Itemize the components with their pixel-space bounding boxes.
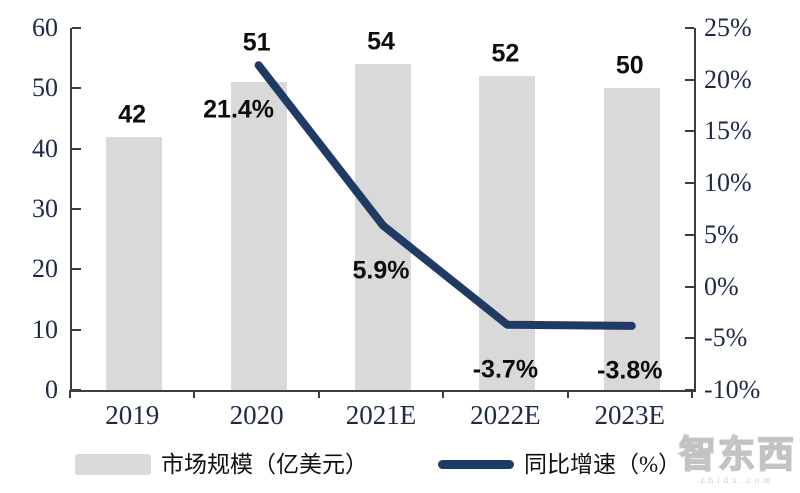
bar-value-label: 50 [615, 51, 644, 80]
line-value-label: -3.8% [597, 356, 663, 385]
right-axis-tick [685, 130, 694, 133]
legend-label-market-size: 市场规模（亿美元） [161, 452, 368, 477]
growth-line-svg [254, 61, 636, 330]
right-axis-tick-label: 0% [704, 271, 739, 301]
left-axis-tick [72, 27, 81, 29]
right-axis-tick [685, 27, 694, 29]
bar-value-label: 52 [491, 39, 520, 68]
legend: 市场规模（亿美元） 同比增速（%） [0, 449, 800, 485]
right-axis-tick [685, 389, 694, 391]
x-axis-boundary-tick [566, 390, 569, 398]
bar-2019 [106, 136, 163, 390]
bar-2023E [603, 88, 660, 390]
x-axis-label-2019: 2019 [105, 400, 160, 430]
left-axis-tick [72, 147, 81, 150]
x-axis-boundary-tick [317, 390, 320, 398]
left-axis-tick-label: 20 [32, 254, 58, 284]
legend-item-growth-rate: 同比增速（%） [438, 453, 681, 476]
line-value-label: 5.9% [352, 256, 410, 285]
left-axis-tick [72, 87, 81, 90]
left-axis-tick [72, 389, 81, 391]
x-axis-label-2023E: 2023E [594, 400, 666, 430]
line-value-label: -3.7% [472, 355, 539, 384]
right-axis-tick-label: 5% [704, 219, 739, 249]
left-axis-tick [72, 208, 81, 210]
right-axis-tick-label: 25% [704, 13, 752, 42]
x-axis-boundary-tick [193, 390, 196, 398]
x-axis-boundary-tick [442, 390, 445, 398]
left-axis-tick-label: 10 [32, 314, 58, 344]
right-axis-tick-label: 20% [704, 64, 752, 94]
growth-line [254, 61, 636, 330]
x-axis-boundary-tick [691, 390, 693, 398]
right-axis-tick-label: 10% [704, 168, 752, 198]
x-axis-label-2021E: 2021E [345, 400, 417, 430]
left-axis-tick-label: 60 [32, 13, 58, 42]
right-axis-tick-label: 15% [704, 116, 752, 146]
left-axis-tick-label: 40 [32, 133, 58, 163]
bar-value-label: 42 [118, 100, 147, 129]
right-axis-tick [685, 78, 694, 81]
right-axis-tick [685, 182, 694, 185]
line-legend-swatch [438, 460, 514, 469]
bar-2022E [479, 76, 536, 390]
left-axis-tick [72, 328, 81, 331]
left-axis-tick-label: 0 [45, 375, 58, 404]
right-axis-tick [685, 285, 694, 288]
bar-2020 [230, 82, 287, 390]
right-axis-tick-label: -10% [704, 375, 761, 404]
x-axis-label-2020: 2020 [229, 400, 284, 430]
left-axis-tick-label: 50 [32, 73, 58, 103]
right-axis-tick [685, 337, 694, 340]
legend-item-market-size: 市场规模（亿美元） [75, 453, 368, 476]
bar-value-label: 51 [242, 28, 271, 57]
right-axis-tick-label: -5% [704, 323, 748, 353]
left-axis-tick-label: 30 [32, 194, 58, 223]
line-value-label: 21.4% [203, 95, 275, 124]
left-axis-tick [72, 268, 81, 271]
legend-label-growth-rate: 同比增速（%） [524, 452, 682, 477]
x-axis-boundary-tick [69, 390, 71, 398]
bar-value-label: 54 [367, 27, 395, 56]
x-axis-label-2022E: 2022E [470, 400, 541, 430]
plot-area [70, 27, 696, 392]
bar-legend-swatch [75, 454, 151, 475]
right-axis-tick [685, 233, 694, 236]
